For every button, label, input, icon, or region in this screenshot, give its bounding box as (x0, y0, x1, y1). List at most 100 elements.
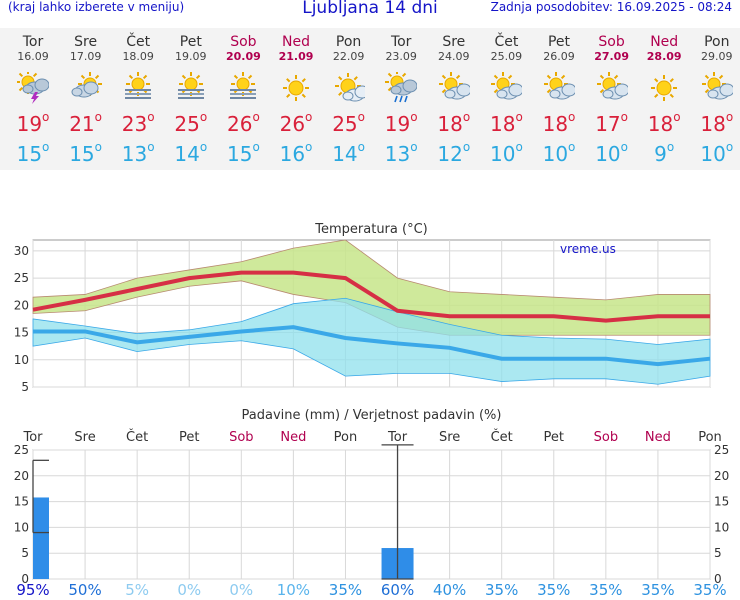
day-date: 16.09 (17, 50, 49, 63)
x-tick-label: Sob (594, 430, 618, 445)
precipitation-probability: 95% (16, 581, 50, 599)
x-tick-label: Ned (280, 430, 306, 445)
day-date: 27.09 (594, 50, 629, 63)
day-name: Sre (74, 34, 98, 50)
min-temperature-line (33, 325, 711, 367)
sun-cloud-icon (490, 72, 524, 104)
y-tick-label-right: 0 (714, 572, 722, 586)
min-temperature: 15o (226, 140, 260, 166)
precipitation-probability: 50% (68, 581, 102, 599)
x-tick-label: Čet (491, 429, 513, 445)
precipitation-probability: 35% (693, 581, 727, 599)
precipitation-bar (33, 497, 49, 579)
sun-cloud-icon (438, 72, 472, 104)
x-tick-label: Ned (645, 430, 671, 445)
x-tick-label: Tor (22, 430, 43, 445)
sun-icon (648, 72, 680, 104)
x-tick-label: Sre (74, 430, 95, 445)
y-tick-label: 30 (14, 244, 29, 258)
sun-cloud-icon (596, 72, 630, 104)
precipitation-probability: 35% (589, 581, 623, 599)
min-temperature: 10o (542, 140, 576, 166)
y-tick-label-right: 10 (714, 520, 729, 534)
day-name: Pet (547, 34, 571, 50)
day-name: Pet (179, 34, 202, 50)
x-tick-label: Čet (126, 429, 148, 445)
day-name: Ned (650, 34, 679, 50)
page-title: Ljubljana 14 dni (302, 0, 438, 18)
max-temperature: 25o (332, 110, 365, 136)
max-temperature: 19o (384, 110, 418, 136)
watermark: vreme.us (560, 242, 616, 256)
chart-title: Temperatura (°C) (314, 222, 427, 237)
sun-cloud-icon (701, 72, 735, 104)
day-name: Sob (598, 34, 625, 50)
sun-cloud-rain-icon (385, 70, 418, 104)
y-tick-label: 10 (14, 353, 29, 367)
min-temperature: 14o (332, 140, 365, 166)
max-temperature: 18o (700, 110, 734, 136)
precipitation-probability: 40% (432, 581, 467, 599)
min-temperature: 13o (121, 140, 155, 166)
last-updated: Zadnja posodobitev: 16.09.2025 - 08:24 (490, 0, 732, 14)
precipitation-probability: 10% (276, 581, 311, 599)
sun-fog-icon (227, 72, 259, 104)
y-tick-label-left: 15 (14, 495, 29, 509)
max-temperature: 19o (16, 110, 50, 136)
day-date: 29.09 (701, 50, 733, 63)
precipitation-probability: 35% (537, 581, 571, 599)
max-temperature: 18o (437, 110, 471, 136)
sun-cloud-thunder-icon (16, 70, 50, 104)
max-temperature: 18o (489, 110, 523, 136)
max-temperature-range-band (32, 239, 711, 336)
precipitation-probability: 0% (229, 581, 254, 599)
day-name: Pon (704, 34, 730, 50)
day-name: Tor (22, 34, 44, 50)
x-tick-label: Sre (439, 430, 460, 445)
x-tick-label: Tor (387, 430, 408, 445)
day-name: Sre (442, 34, 466, 50)
day-date: 22.09 (332, 50, 365, 63)
precipitation-probability: 35% (485, 581, 519, 599)
min-temperature: 10o (595, 140, 628, 166)
day-name: Sob (230, 34, 257, 50)
precipitation-probability: 35% (641, 581, 675, 599)
day-date: 19.09 (175, 50, 207, 63)
plot-area (32, 449, 711, 580)
y-tick-label: 15 (14, 326, 29, 340)
day-date: 23.09 (385, 50, 417, 63)
y-tick-label-right: 5 (714, 546, 722, 560)
cloud-sun-icon (70, 72, 102, 104)
min-temperature: 15o (16, 140, 50, 166)
day-date: 26.09 (543, 50, 575, 63)
y-tick-label-right: 25 (714, 443, 729, 457)
y-tick-label-left: 0 (21, 572, 29, 586)
max-temperature: 26o (226, 110, 260, 136)
y-tick-label: 5 (21, 380, 29, 394)
day-date: 21.09 (278, 50, 314, 63)
region-note: (kraj lahko izberete v meniju) (8, 0, 185, 14)
y-tick-label-left: 5 (21, 546, 29, 560)
precipitation-probability: 5% (125, 581, 150, 599)
y-tick-label: 25 (14, 271, 29, 285)
y-tick-label-right: 15 (714, 495, 729, 509)
y-tick-label-left: 10 (14, 520, 29, 534)
max-temperature: 25o (174, 110, 208, 136)
y-tick-label: 20 (14, 298, 29, 312)
min-temperature: 10o (489, 140, 523, 166)
day-date: 25.09 (490, 50, 523, 63)
x-tick-label: Pet (544, 430, 564, 445)
min-temperature: 9o (654, 140, 675, 166)
temperature-chart: 5 10 15 20 25 30 Temperatura (°C) vreme.us (14, 222, 711, 394)
x-tick-label: Pon (698, 430, 722, 445)
min-temperature: 10o (700, 140, 734, 166)
min-temperature: 14o (174, 140, 208, 166)
max-temperature: 23o (121, 110, 155, 136)
sun-fog-icon (175, 72, 207, 104)
max-temperature: 18o (542, 110, 576, 136)
precipitation-probability: 60% (380, 581, 415, 599)
max-temperature-line (32, 270, 710, 323)
min-temperature: 13o (384, 140, 418, 166)
day-name: Tor (390, 34, 412, 50)
x-tick-label: Sob (229, 430, 253, 445)
